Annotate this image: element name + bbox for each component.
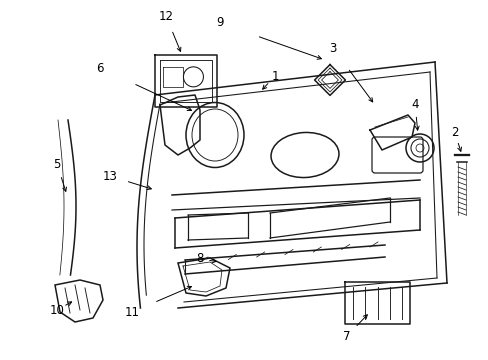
Text: 7: 7 <box>343 329 350 342</box>
Text: 2: 2 <box>450 126 458 139</box>
Text: 3: 3 <box>328 41 336 54</box>
Text: 13: 13 <box>102 170 117 183</box>
Text: 9: 9 <box>216 17 224 30</box>
Text: 10: 10 <box>49 303 64 316</box>
Text: 12: 12 <box>158 9 173 22</box>
Text: 5: 5 <box>53 158 61 171</box>
Polygon shape <box>55 280 103 322</box>
Polygon shape <box>178 258 229 296</box>
Text: 6: 6 <box>96 62 103 75</box>
Text: 11: 11 <box>124 306 139 319</box>
Text: 4: 4 <box>410 98 418 111</box>
Text: 8: 8 <box>196 252 203 266</box>
Text: 1: 1 <box>271 69 278 82</box>
